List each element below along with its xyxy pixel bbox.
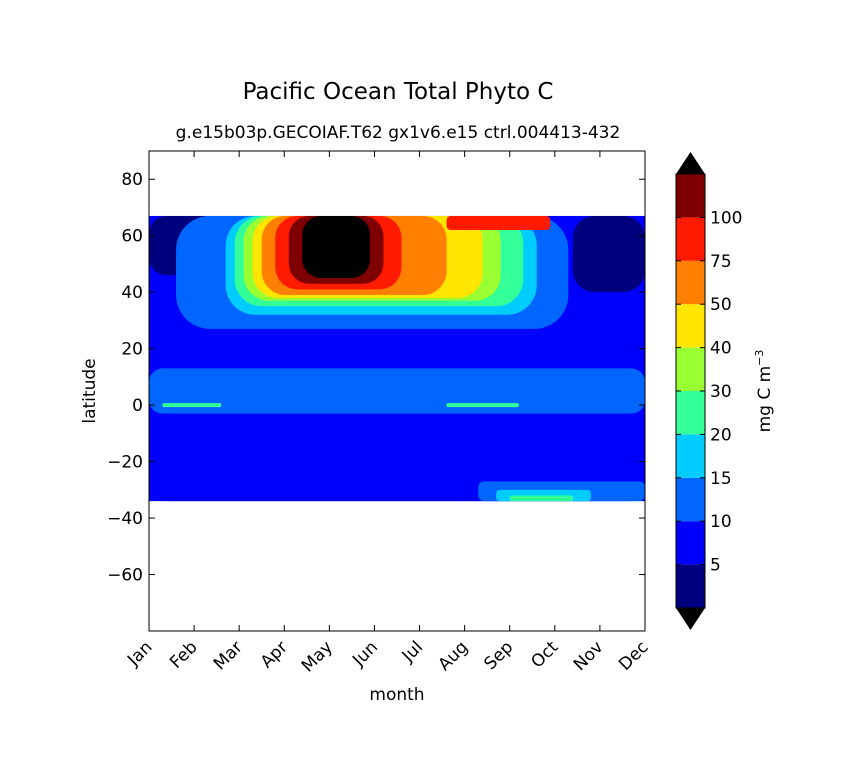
colorbar-label: mg C m−3	[753, 350, 775, 433]
chart-title: Pacific Ocean Total Phyto C	[243, 79, 554, 105]
colorbar-segment	[676, 304, 705, 348]
colorbar-extend-max	[676, 152, 705, 174]
y-tick-label: −60	[107, 566, 143, 586]
colorbar-extend-min	[676, 608, 705, 630]
x-tick-label: May	[298, 637, 337, 676]
x-tick-label: Jan	[123, 637, 156, 670]
colorbar-segment	[676, 521, 705, 565]
colorbar-segment	[676, 391, 705, 435]
y-tick-label: 40	[121, 283, 143, 303]
colorbar-segment	[676, 347, 705, 391]
contour-bloom-120	[302, 215, 370, 279]
contour-arctic-edge-late	[446, 215, 551, 231]
x-axis-label: month	[369, 685, 424, 705]
y-tick-label: −20	[107, 453, 143, 473]
colorbar-tick-label: 30	[710, 382, 732, 402]
y-tick-label: −40	[107, 509, 143, 529]
colorbar-tick-label: 5	[710, 556, 721, 576]
y-axis-ticks: 80 60 40 20 0 −20 −40 −60	[107, 170, 645, 586]
colorbar-segment	[676, 174, 705, 218]
contour-equator-30-b	[446, 403, 519, 408]
colorbar-segment	[676, 564, 705, 608]
x-tick-label: Sep	[480, 637, 517, 674]
chart-subtitle: g.e15b03p.GECOIAF.T62 gx1v6.e15 ctrl.004…	[176, 123, 621, 143]
contour-field	[149, 215, 645, 502]
colorbar-segment	[676, 260, 705, 305]
colorbar-label-exponent: −3	[753, 350, 766, 366]
x-tick-label: Dec	[615, 637, 652, 674]
x-tick-label: Mar	[210, 637, 247, 674]
y-tick-label: 0	[132, 396, 143, 416]
colorbar-segment	[676, 434, 705, 478]
colorbar-tick-label: 75	[710, 252, 732, 272]
colorbar-tick-label: 20	[710, 425, 732, 445]
contour-south-upwelling-30	[509, 495, 573, 502]
colorbar-tick-label: 10	[710, 512, 732, 532]
colorbar-ticks: 5 10 15 20 30 40 50 75 100	[676, 208, 742, 576]
contour-subarctic-winter-east	[572, 215, 645, 293]
x-tick-label: Feb	[166, 637, 201, 672]
x-tick-label: Apr	[257, 637, 292, 672]
colorbar-segment	[676, 477, 705, 522]
colorbar-tick-label: 40	[710, 339, 732, 359]
colorbar-label-base: mg C m	[755, 366, 775, 433]
y-tick-label: 60	[121, 227, 143, 247]
x-tick-label: Jun	[348, 637, 382, 671]
contour-equator-30	[162, 403, 222, 408]
colorbar-tick-label: 50	[710, 295, 732, 315]
x-tick-label: Nov	[570, 637, 608, 675]
colorbar-segment	[676, 217, 705, 261]
colorbar	[675, 152, 706, 630]
plot-frame	[148, 150, 646, 632]
colorbar-tick-label: 100	[710, 208, 742, 228]
x-tick-label: Aug	[435, 637, 473, 675]
x-tick-label: Jul	[398, 637, 427, 666]
colorbar-tick-label: 15	[710, 469, 732, 489]
y-axis-label: latitude	[80, 358, 100, 423]
contour-equatorial-band	[149, 368, 645, 414]
x-tick-label: Oct	[527, 637, 562, 672]
y-tick-label: 20	[121, 340, 143, 360]
y-tick-label: 80	[121, 170, 143, 190]
